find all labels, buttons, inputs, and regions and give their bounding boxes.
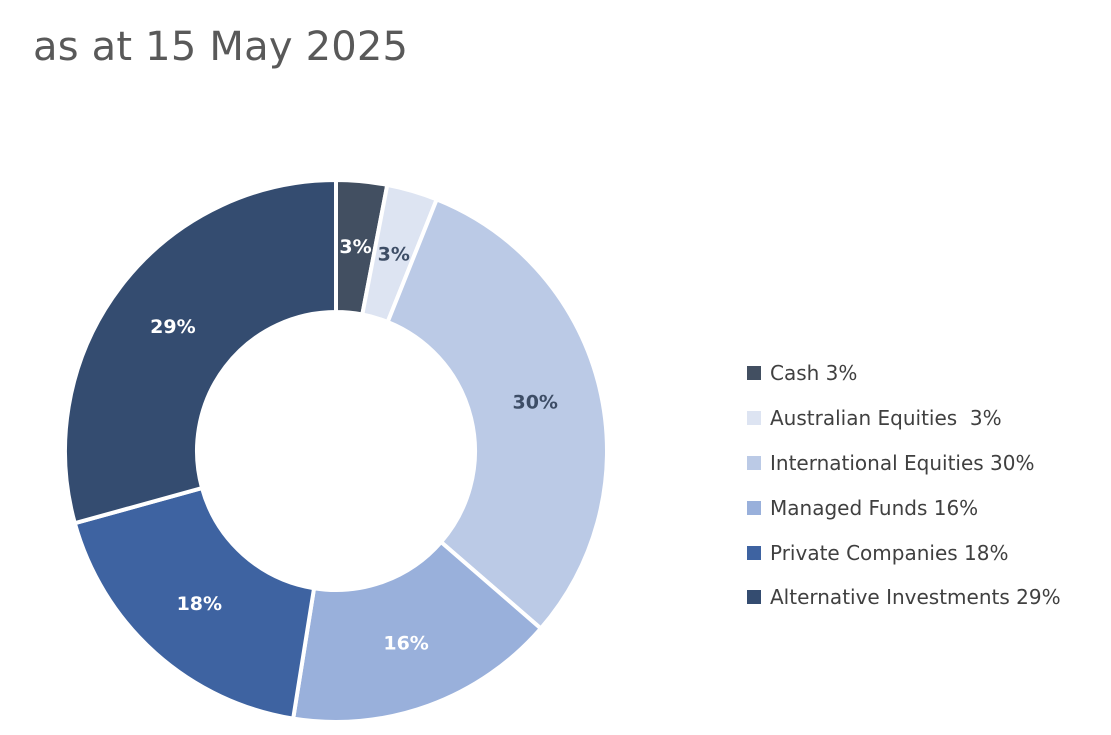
slice-label-5: 29% [150, 316, 195, 338]
legend-swatch-1 [747, 411, 761, 426]
legend-item-3: Managed Funds 16% [747, 485, 1061, 530]
legend-swatch-3 [747, 500, 761, 515]
legend-swatch-2 [747, 455, 761, 470]
legend-item-4: Private Companies 18% [747, 530, 1061, 575]
chart-legend: Cash 3% Australian Equities 3% Internation… [747, 351, 1061, 620]
slice-label-3: 16% [383, 633, 428, 655]
legend-label-2: International Equities 30% [770, 450, 1035, 475]
legend-item-1: Australian Equities 3% [747, 396, 1061, 441]
slice-label-2: 30% [512, 392, 557, 414]
legend-label-1: Australian Equities 3% [770, 406, 1002, 431]
chart-title: as at 15 May 2025 [33, 24, 409, 70]
donut-slice-4 [72, 485, 317, 721]
slice-label-4: 18% [177, 593, 222, 615]
legend-item-5: Alternative Investments 29% [747, 575, 1061, 620]
donut-slice-2 [385, 196, 609, 632]
donut-slice-3 [290, 539, 544, 724]
donut-slice-5 [63, 177, 338, 526]
legend-label-0: Cash 3% [770, 361, 858, 386]
legend-item-2: International Equities 30% [747, 441, 1061, 486]
slice-label-1: 3% [378, 243, 410, 265]
legend-swatch-4 [747, 545, 761, 560]
legend-item-0: Cash 3% [747, 351, 1061, 396]
slice-label-0: 3% [339, 236, 371, 258]
legend-label-3: Managed Funds 16% [770, 495, 979, 520]
legend-swatch-5 [747, 590, 761, 605]
donut-chart: 3% 3% 30% 16% 18% 29% [63, 177, 609, 724]
legend-label-5: Alternative Investments 29% [770, 585, 1061, 610]
legend-swatch-0 [747, 366, 761, 381]
legend-label-4: Private Companies 18% [770, 540, 1009, 565]
